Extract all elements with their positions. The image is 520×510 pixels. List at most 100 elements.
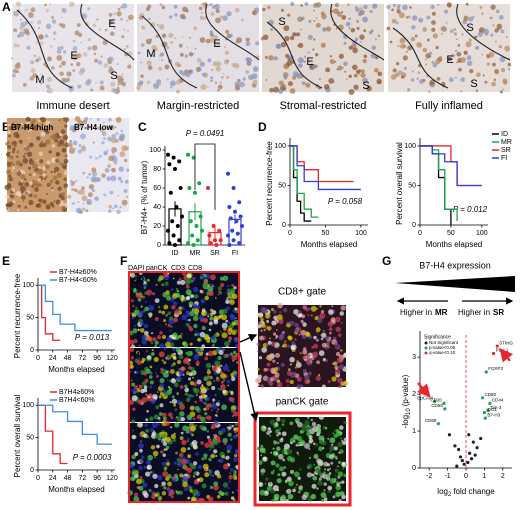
cell bbox=[305, 331, 310, 337]
data-point bbox=[462, 462, 466, 466]
cell bbox=[231, 293, 238, 300]
cell bbox=[341, 440, 347, 446]
cell bbox=[212, 474, 214, 477]
cell bbox=[97, 156, 100, 159]
gate-label: panCK gate bbox=[276, 397, 329, 408]
cell bbox=[145, 368, 151, 374]
cell bbox=[192, 376, 194, 379]
axis-title: Percent recurrence-free bbox=[265, 141, 274, 226]
cell bbox=[318, 428, 322, 432]
cell bbox=[270, 451, 273, 454]
cell bbox=[6, 188, 10, 191]
cell bbox=[130, 312, 133, 315]
cell bbox=[277, 473, 281, 477]
cell bbox=[188, 358, 191, 362]
cell bbox=[215, 435, 221, 441]
cell bbox=[301, 494, 308, 501]
cell bbox=[184, 384, 188, 389]
cell bbox=[109, 20, 114, 25]
cell bbox=[5, 142, 9, 146]
cell bbox=[207, 350, 214, 357]
cell bbox=[204, 295, 210, 301]
cell bbox=[135, 306, 138, 310]
x-tick-label: 24 bbox=[49, 355, 57, 362]
cell bbox=[50, 45, 53, 48]
cell bbox=[114, 126, 117, 129]
cell bbox=[199, 61, 205, 67]
cell bbox=[44, 34, 49, 38]
cell bbox=[189, 380, 195, 386]
cell bbox=[53, 37, 56, 41]
cell bbox=[192, 52, 195, 55]
cell bbox=[37, 177, 42, 182]
region-label: S bbox=[466, 22, 473, 34]
cell bbox=[236, 488, 239, 492]
cell bbox=[158, 24, 165, 30]
cell bbox=[71, 180, 76, 185]
cell bbox=[13, 143, 17, 148]
cell bbox=[211, 68, 214, 71]
cell bbox=[210, 308, 214, 312]
cell bbox=[188, 52, 194, 57]
cell bbox=[164, 64, 170, 70]
cell bbox=[163, 486, 167, 490]
cell bbox=[274, 352, 281, 358]
cell bbox=[277, 441, 280, 444]
data-point bbox=[214, 243, 219, 247]
cell bbox=[149, 385, 153, 389]
axis-title: Months elapsed bbox=[426, 240, 482, 249]
cell bbox=[311, 346, 314, 349]
cell bbox=[269, 482, 271, 484]
cell bbox=[285, 378, 290, 383]
cell bbox=[208, 321, 213, 326]
cell bbox=[502, 88, 505, 91]
cell bbox=[49, 3, 52, 6]
cell bbox=[213, 449, 218, 454]
x-tick-label: 1 bbox=[482, 473, 486, 480]
cell bbox=[18, 31, 25, 37]
cell bbox=[197, 464, 203, 470]
cell bbox=[298, 313, 303, 317]
y-tick-label: 3 bbox=[412, 354, 416, 361]
survival-curve bbox=[420, 145, 482, 187]
cell bbox=[170, 288, 174, 292]
cell bbox=[42, 125, 45, 128]
cell bbox=[129, 463, 134, 469]
cell bbox=[252, 66, 259, 72]
cell bbox=[163, 304, 169, 310]
y-tick-label: 100 bbox=[274, 143, 286, 150]
cell bbox=[339, 449, 344, 454]
cell bbox=[300, 28, 302, 31]
legend-label: q-value<0.10 bbox=[429, 350, 456, 355]
cell bbox=[278, 432, 282, 436]
cell bbox=[209, 76, 214, 80]
cell bbox=[272, 332, 277, 336]
data-point bbox=[166, 152, 170, 157]
cell bbox=[130, 356, 135, 360]
cell bbox=[255, 377, 261, 384]
cell bbox=[167, 311, 172, 315]
point-label: CD44 bbox=[492, 398, 504, 403]
cell bbox=[226, 426, 229, 429]
cell bbox=[233, 470, 237, 474]
cell bbox=[176, 290, 179, 293]
cell bbox=[24, 191, 29, 196]
cell bbox=[282, 343, 287, 348]
cell bbox=[66, 71, 72, 77]
cell bbox=[37, 34, 44, 40]
x-tick-label: FI bbox=[232, 250, 238, 257]
cell bbox=[146, 278, 150, 282]
cell bbox=[85, 209, 89, 213]
cell bbox=[203, 16, 207, 20]
cell bbox=[209, 485, 214, 490]
cell bbox=[88, 184, 95, 190]
cell bbox=[22, 155, 26, 158]
cell bbox=[296, 376, 302, 382]
cell bbox=[207, 376, 211, 379]
cell bbox=[500, 29, 505, 34]
cell bbox=[262, 343, 268, 348]
cell bbox=[116, 63, 119, 66]
legend-label: MR bbox=[501, 139, 512, 146]
cell bbox=[202, 463, 209, 470]
cell bbox=[432, 62, 438, 68]
